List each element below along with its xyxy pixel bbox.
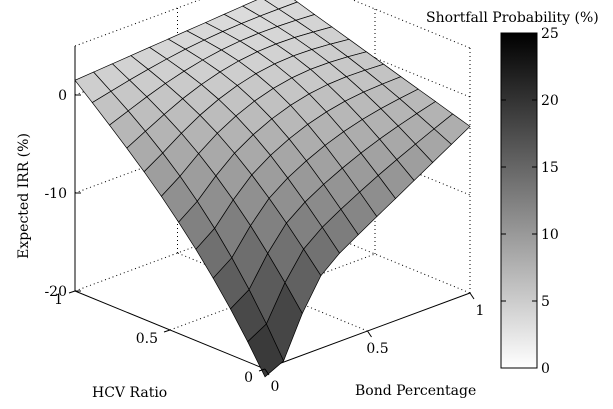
y-tick xyxy=(258,368,266,372)
grid-edge xyxy=(74,0,201,47)
x-tick-label: 0 xyxy=(271,379,280,395)
x-tick xyxy=(469,292,475,300)
colorbar-tick-label: 0 xyxy=(541,361,550,377)
x-tick xyxy=(264,368,270,376)
x-tick-label: 1 xyxy=(476,303,485,319)
colorbar-tick-label: 25 xyxy=(541,26,559,42)
y-tick-label: 0 xyxy=(244,370,253,386)
x-tick xyxy=(367,330,372,338)
y-axis-label: HCV Ratio xyxy=(92,385,167,401)
colorbar-title: Shortfall Probability (%) xyxy=(426,10,599,26)
y-tick-label: 1 xyxy=(54,292,63,308)
y-floor-gridline xyxy=(169,253,376,331)
surface-mesh xyxy=(74,0,471,378)
x-axis-label: Bond Percentage xyxy=(355,383,476,399)
y-tick xyxy=(68,290,76,294)
x-tick-label: 0.5 xyxy=(366,341,388,357)
z-tick-label: 0 xyxy=(58,88,67,104)
z-tick-label: -20 xyxy=(44,284,67,300)
colorbar-ticks: 0 5 10 15 20 25 xyxy=(501,26,559,377)
z-tick-label: -10 xyxy=(44,186,67,202)
colorbar xyxy=(500,32,538,369)
colorbar-tick-label: 20 xyxy=(541,93,559,109)
colorbar-tick-label: 10 xyxy=(541,227,559,243)
surface-patch xyxy=(247,323,285,378)
y-tick xyxy=(163,329,171,333)
colorbar-tick-label: 5 xyxy=(541,294,550,310)
z-axis-label: Expected IRR (%) xyxy=(16,133,32,259)
z-gridline xyxy=(74,116,281,194)
colorbar-tick-label: 15 xyxy=(541,160,559,176)
grid-edge xyxy=(74,214,281,292)
y-tick-label: 0.5 xyxy=(136,331,158,347)
